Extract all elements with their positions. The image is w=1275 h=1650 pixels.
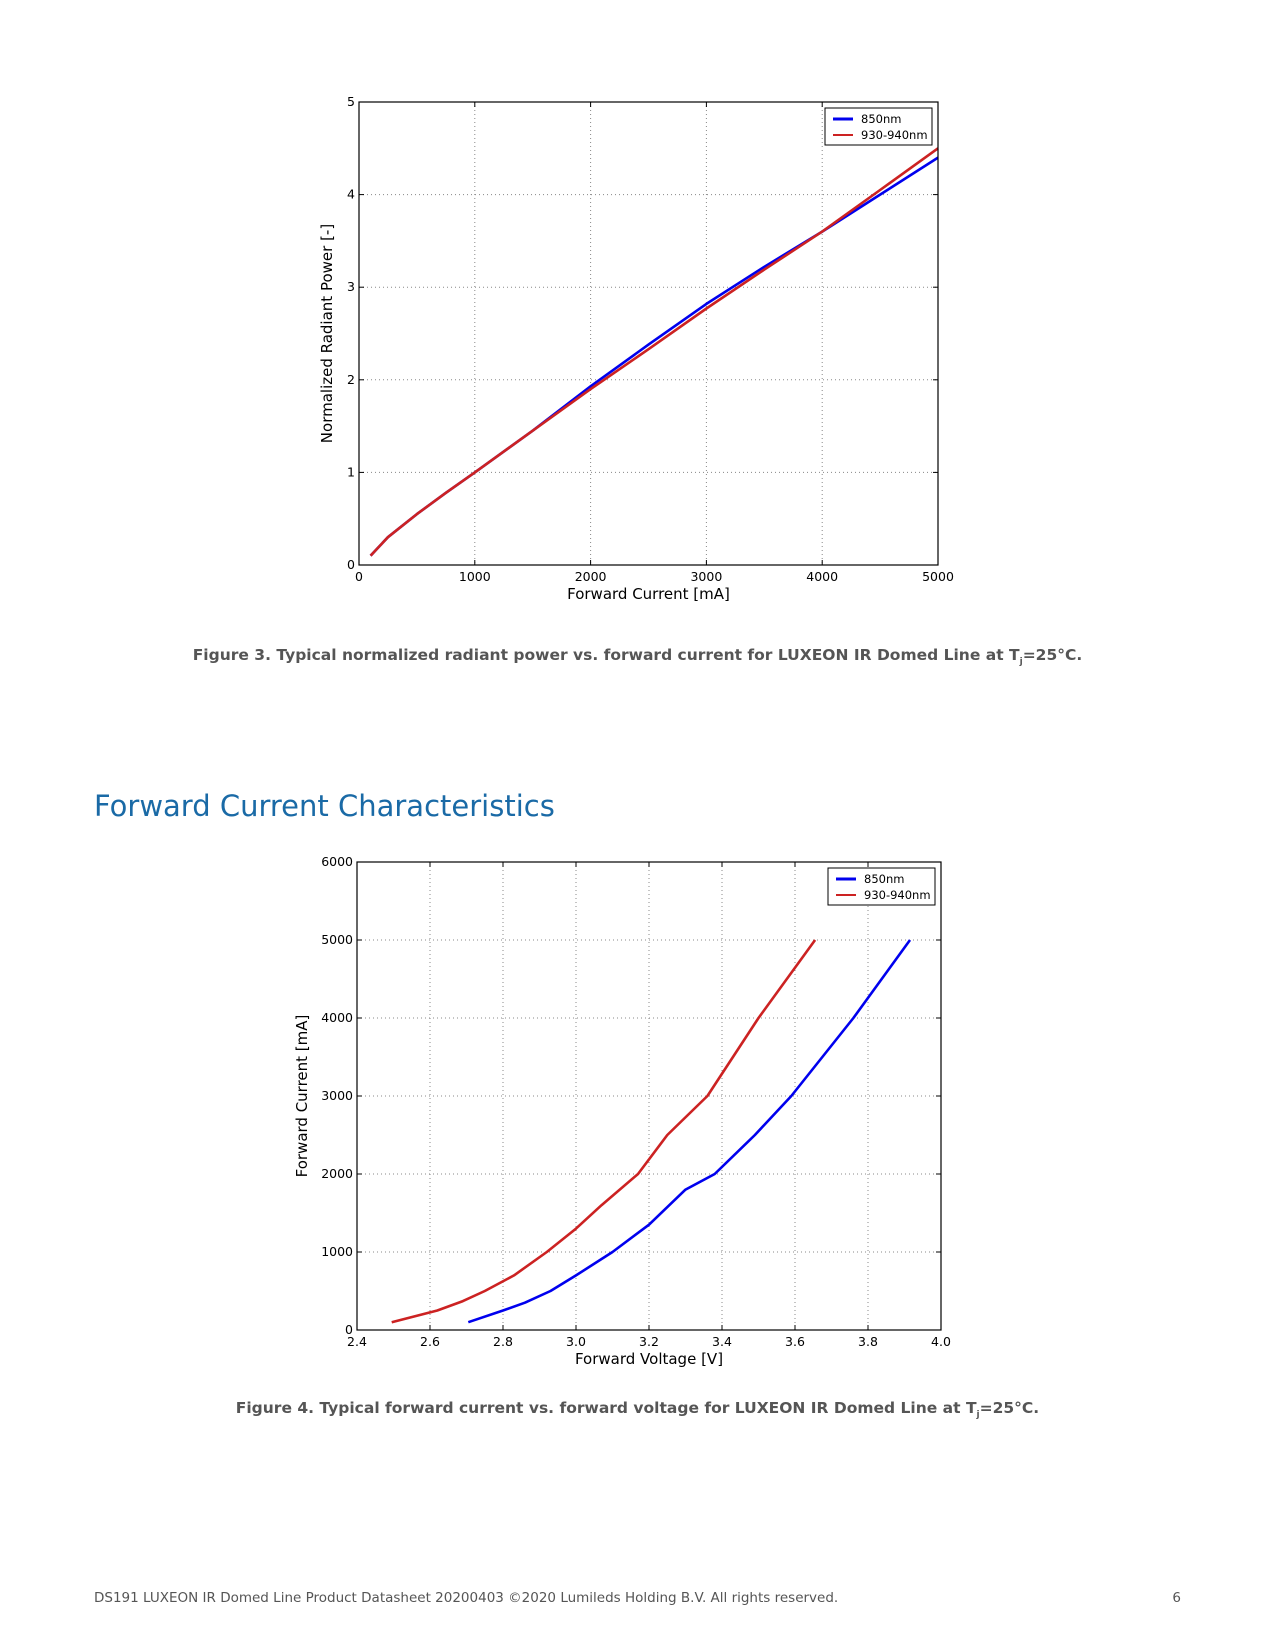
plot-frame [358, 101, 939, 566]
y-axis-label: Normalized Radiant Power [-] [318, 224, 336, 443]
x-tick-label: 2.8 [493, 1334, 513, 1349]
forward-current-chart: 2.4 2.6 2.8 3.0 3.2 3.4 3.6 3.8 4.0 0 1000 2000 3000… [293, 854, 951, 1368]
series-line-930-940nm [369, 147, 939, 557]
y-tick-label: 0 [345, 1322, 353, 1337]
legend-label-930-940nm: 930-940nm [864, 888, 931, 902]
series-line-850nm [369, 156, 939, 557]
figure-4-caption: Figure 4. Typical forward current vs. fo… [235, 1399, 1040, 1421]
y-tick-label: 5000 [321, 932, 353, 947]
x-axis-label: Forward Current [mA] [567, 585, 730, 603]
y-tick-label: 3000 [321, 1088, 353, 1103]
legend-label-850nm: 850nm [864, 872, 904, 886]
series-line-930-940nm [391, 939, 817, 1324]
x-tick-label: 4000 [806, 569, 838, 584]
legend-box [827, 867, 936, 906]
x-tick-label: 0 [355, 569, 363, 584]
x-tick-label: 3.2 [639, 1334, 659, 1349]
legend-label-850nm: 850nm [861, 112, 901, 126]
y-tick-label: 4000 [321, 1010, 353, 1025]
legend: 850nm 930-940nm [824, 107, 933, 146]
radiant-power-chart: 0 1000 2000 3000 4000 5000 0 1 2 3 4 5 Forward Curre… [318, 94, 954, 603]
figure-3-caption: Figure 3. Typical normalized radiant pow… [192, 646, 1083, 668]
x-tick-label: 3.6 [785, 1334, 805, 1349]
legend-box [824, 107, 933, 146]
y-tick-label: 2000 [321, 1166, 353, 1181]
y-axis-label: Forward Current [mA] [293, 1015, 311, 1178]
y-tick-label: 2 [347, 372, 355, 387]
page-number: 6 [1172, 1590, 1181, 1606]
x-tick-label: 1000 [459, 569, 491, 584]
x-tick-label: 2.6 [420, 1334, 440, 1349]
x-tick-label: 3000 [690, 569, 722, 584]
x-axis-label: Forward Voltage [V] [575, 1350, 723, 1368]
x-tick-label: 3.0 [566, 1334, 586, 1349]
series-line-850nm [467, 939, 912, 1324]
section-title: Forward Current Characteristics [94, 789, 555, 823]
y-tick-label: 6000 [321, 854, 353, 869]
x-tick-label: 3.4 [712, 1334, 732, 1349]
x-tick-label: 3.8 [858, 1334, 878, 1349]
legend-label-930-940nm: 930-940nm [861, 128, 928, 142]
y-tick-label: 1 [347, 464, 355, 479]
x-tick-label: 2000 [575, 569, 607, 584]
x-tick-label: 2.4 [347, 1334, 367, 1349]
y-tick-label: 4 [347, 187, 355, 202]
y-tick-label: 0 [347, 557, 355, 572]
y-tick-label: 3 [347, 279, 355, 294]
x-tick-label: 5000 [922, 569, 954, 584]
legend: 850nm 930-940nm [827, 867, 936, 906]
y-tick-label: 1000 [321, 1244, 353, 1259]
y-tick-label: 5 [347, 94, 355, 109]
footer-text: DS191 LUXEON IR Domed Line Product Datas… [94, 1590, 839, 1606]
x-tick-label: 4.0 [931, 1334, 951, 1349]
